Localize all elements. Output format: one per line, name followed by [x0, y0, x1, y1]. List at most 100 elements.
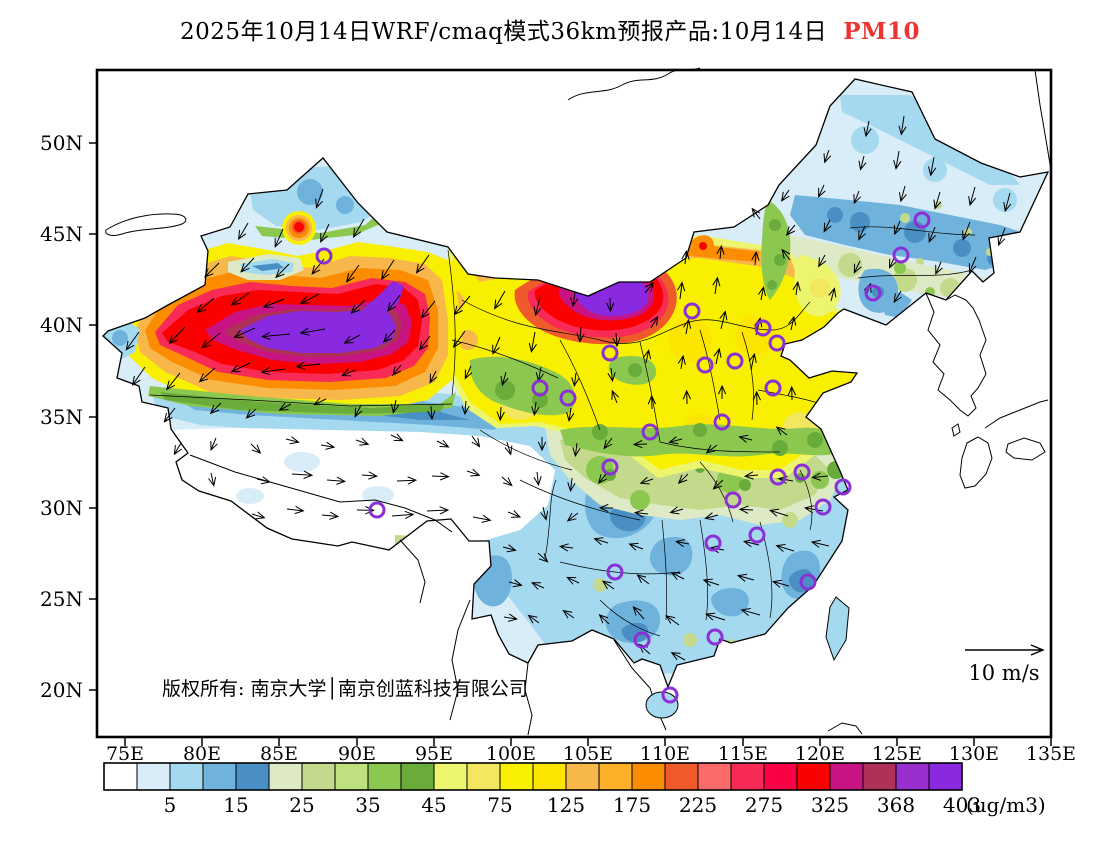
station-marker	[315, 247, 333, 265]
station-marker	[726, 352, 744, 370]
wind-arrow	[295, 361, 321, 370]
wind-arrow	[716, 244, 725, 260]
wind-arrow	[893, 150, 902, 170]
wind-arrow	[828, 287, 837, 302]
wind-arrow	[743, 471, 759, 480]
wind-arrow	[537, 552, 549, 563]
station-marker	[368, 501, 386, 519]
wind-arrow	[262, 298, 285, 308]
wind-arrow	[391, 510, 415, 520]
wind-arrow	[676, 281, 686, 300]
wind-arrow	[705, 444, 718, 454]
china-national-border	[102, 78, 1050, 689]
wind-arrow	[275, 263, 290, 279]
station-marker	[606, 563, 624, 581]
colorbar-tick-label: 403	[943, 793, 981, 817]
wind-arrow	[611, 389, 620, 404]
colorbar: 5 15 25 35 45 75 125 175 225 275 325 368 403(ug/m3)	[103, 762, 1046, 817]
wind-arrow	[361, 471, 379, 480]
wind-arrow	[528, 331, 537, 353]
wind-arrow	[352, 218, 365, 239]
wind-arrow	[712, 276, 721, 295]
wind-arrow	[204, 262, 220, 278]
station-marker	[799, 573, 817, 591]
lon-tick-label: 135E	[1026, 743, 1076, 765]
colorbar-tick-label: 15	[223, 793, 248, 817]
wind-arrow	[752, 390, 761, 406]
wind-arrow	[299, 293, 320, 304]
wind-arrow	[382, 329, 396, 343]
wind-arrow	[168, 326, 186, 345]
wind-arrow	[593, 537, 609, 546]
station-marker	[754, 319, 772, 337]
wind-arrow	[682, 389, 692, 405]
wind-arrow	[788, 315, 797, 331]
wind-arrow	[320, 441, 336, 450]
wind-arrow	[607, 367, 616, 383]
wind-arrow	[496, 406, 505, 422]
wind-arrow	[893, 220, 902, 236]
title-main: 2025年10月14日WRF/cmaq模式36km预报产品:10月14日	[180, 19, 828, 45]
wind-arrow	[997, 227, 1006, 247]
station-marker	[769, 468, 787, 486]
wind-arrow	[567, 477, 576, 493]
wind-arrow	[771, 579, 790, 588]
wind-arrow	[775, 426, 788, 436]
wind-arrow	[606, 297, 615, 313]
wind-arrow	[321, 511, 340, 520]
lon-tick-label: 115E	[718, 743, 768, 765]
wind-arrow	[928, 226, 936, 243]
wind-arrow	[313, 397, 327, 406]
wind-arrow	[315, 188, 324, 209]
station-marker	[704, 534, 722, 552]
wind-arrow	[392, 364, 402, 377]
wind-arrow	[650, 315, 659, 329]
lon-tick-label: 130E	[949, 743, 999, 765]
wind-arrow	[429, 370, 438, 384]
wind-arrow	[601, 580, 615, 590]
wind-arrow	[278, 402, 292, 411]
wind-arrow	[598, 614, 610, 625]
lon-tick-label: 125E	[872, 743, 922, 765]
wind-arrow	[935, 261, 943, 276]
wind-arrow	[962, 221, 971, 241]
wind-arrow	[803, 505, 824, 514]
wind-arrow	[540, 506, 549, 521]
station-marker	[601, 458, 619, 476]
station-marker	[641, 423, 659, 441]
wind-arrow	[853, 260, 862, 274]
wind-arrow	[1003, 192, 1012, 213]
station-marker	[559, 389, 577, 407]
wind-arrow	[418, 335, 431, 351]
lat-tick-label: 50N	[40, 131, 83, 155]
wind-arrow	[501, 476, 513, 487]
wind-arrow	[420, 300, 436, 319]
wind-arrow	[858, 225, 866, 241]
wind-arrow	[464, 365, 473, 380]
wind-arrow	[775, 544, 795, 552]
wind-arrow	[426, 506, 450, 515]
wind-arrow	[381, 259, 395, 281]
wind-arrow	[345, 264, 360, 283]
lon-tick-label: 105E	[563, 743, 613, 765]
wind-arrow	[632, 605, 645, 620]
wind-arrow	[702, 578, 720, 587]
wind-arrow	[751, 250, 760, 266]
wind-arrow	[466, 468, 481, 477]
wind-arrow	[343, 334, 361, 344]
wind-arrow	[858, 155, 867, 171]
wind-arrow	[494, 290, 506, 310]
wind-arrow	[719, 310, 728, 330]
wind-arrow	[354, 404, 363, 418]
colorbar-tick-label: 275	[745, 793, 783, 817]
station-marker	[661, 686, 679, 704]
wind-arrow	[712, 479, 724, 490]
pm10-filled-contours	[103, 79, 1048, 687]
station-marker	[683, 302, 701, 320]
station-marker	[633, 631, 651, 649]
wind-arrow	[781, 189, 790, 202]
wind-arrow	[166, 372, 181, 391]
wind-arrow	[531, 401, 540, 417]
map-annotations: 版权所有: 南京大学│南京创蓝科技有限公司 10 m/s	[162, 644, 1045, 700]
wind-arrow	[390, 433, 404, 442]
